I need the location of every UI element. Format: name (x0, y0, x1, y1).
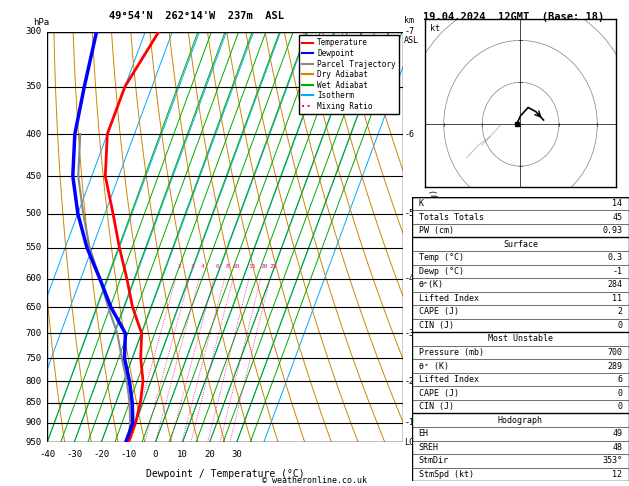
Text: 19.04.2024  12GMT  (Base: 18): 19.04.2024 12GMT (Base: 18) (423, 12, 604, 22)
Text: 600: 600 (26, 274, 42, 283)
Text: 6: 6 (618, 375, 623, 384)
Text: θᵉ(K): θᵉ(K) (418, 280, 443, 289)
Text: 6: 6 (215, 264, 219, 269)
Text: 0: 0 (618, 389, 623, 398)
Text: Pressure (mb): Pressure (mb) (418, 348, 484, 357)
Text: -40: -40 (39, 451, 55, 459)
Text: 550: 550 (26, 243, 42, 252)
Text: SREH: SREH (418, 443, 438, 452)
Text: 0: 0 (618, 402, 623, 411)
Text: -1: -1 (613, 267, 623, 276)
Text: 20: 20 (204, 451, 215, 459)
Text: 20: 20 (260, 264, 267, 269)
Text: 12: 12 (613, 470, 623, 479)
Text: 0: 0 (618, 321, 623, 330)
Text: 14: 14 (613, 199, 623, 208)
Text: km: km (404, 17, 415, 25)
Text: -30: -30 (66, 451, 82, 459)
Text: CIN (J): CIN (J) (418, 321, 454, 330)
Text: PW (cm): PW (cm) (418, 226, 454, 235)
Text: 3: 3 (191, 264, 194, 269)
Text: -7: -7 (404, 27, 415, 36)
Text: 350: 350 (26, 82, 42, 91)
Text: -3: -3 (404, 329, 415, 338)
Text: 650: 650 (26, 303, 42, 312)
Text: 30: 30 (231, 451, 242, 459)
Text: LCL: LCL (404, 438, 420, 447)
Text: 8: 8 (226, 264, 230, 269)
Text: 2: 2 (618, 308, 623, 316)
Text: 0.93: 0.93 (603, 226, 623, 235)
Text: 15: 15 (248, 264, 256, 269)
Text: EH: EH (418, 429, 428, 438)
Text: -4: -4 (404, 274, 415, 283)
Text: 750: 750 (26, 353, 42, 363)
Text: 25: 25 (269, 264, 277, 269)
Text: StmDir: StmDir (418, 456, 448, 465)
Text: 2: 2 (177, 264, 181, 269)
Legend: Temperature, Dewpoint, Parcel Trajectory, Dry Adiabat, Wet Adiabat, Isotherm, Mi: Temperature, Dewpoint, Parcel Trajectory… (299, 35, 399, 114)
Text: 353°: 353° (603, 456, 623, 465)
Text: 850: 850 (26, 398, 42, 407)
Text: 450: 450 (26, 172, 42, 180)
Text: 800: 800 (26, 377, 42, 385)
Text: Most Unstable: Most Unstable (488, 334, 553, 344)
Text: Temp (°C): Temp (°C) (418, 253, 464, 262)
Text: © weatheronline.co.uk: © weatheronline.co.uk (262, 476, 367, 485)
Text: CAPE (J): CAPE (J) (418, 308, 459, 316)
Text: Lifted Index: Lifted Index (418, 375, 479, 384)
Text: 0.3: 0.3 (608, 253, 623, 262)
Text: 10: 10 (233, 264, 240, 269)
Text: Lifted Index: Lifted Index (418, 294, 479, 303)
Text: -1: -1 (404, 418, 415, 428)
Text: 11: 11 (613, 294, 623, 303)
Text: Hodograph: Hodograph (498, 416, 543, 425)
Text: 500: 500 (26, 209, 42, 218)
Text: 900: 900 (26, 418, 42, 428)
Text: ASL: ASL (404, 35, 420, 45)
Text: Surface: Surface (503, 240, 538, 249)
Text: 289: 289 (608, 362, 623, 370)
Text: 400: 400 (26, 130, 42, 139)
Text: 700: 700 (608, 348, 623, 357)
Text: -20: -20 (93, 451, 109, 459)
Text: 10: 10 (177, 451, 188, 459)
Text: Totals Totals: Totals Totals (418, 213, 484, 222)
Text: 45: 45 (613, 213, 623, 222)
Text: Mixing Ratio (g/kg): Mixing Ratio (g/kg) (430, 190, 439, 284)
Text: CAPE (J): CAPE (J) (418, 389, 459, 398)
Text: -5: -5 (404, 209, 415, 218)
Text: kt: kt (430, 24, 440, 34)
Text: Dewp (°C): Dewp (°C) (418, 267, 464, 276)
Text: CIN (J): CIN (J) (418, 402, 454, 411)
Text: 284: 284 (608, 280, 623, 289)
Text: 950: 950 (26, 438, 42, 447)
Text: 48: 48 (613, 443, 623, 452)
Text: θᵉ (K): θᵉ (K) (418, 362, 448, 370)
Text: StmSpd (kt): StmSpd (kt) (418, 470, 474, 479)
Text: -6: -6 (404, 130, 415, 139)
Text: hPa: hPa (33, 18, 49, 28)
Text: 0: 0 (153, 451, 158, 459)
Text: 49: 49 (613, 429, 623, 438)
Text: 49°54'N  262°14'W  237m  ASL: 49°54'N 262°14'W 237m ASL (109, 11, 284, 21)
Text: 4: 4 (201, 264, 204, 269)
Text: 700: 700 (26, 329, 42, 338)
Text: 300: 300 (26, 27, 42, 36)
Text: -10: -10 (120, 451, 136, 459)
Text: K: K (418, 199, 423, 208)
Text: Dewpoint / Temperature (°C): Dewpoint / Temperature (°C) (145, 469, 304, 479)
Text: -2: -2 (404, 377, 415, 385)
